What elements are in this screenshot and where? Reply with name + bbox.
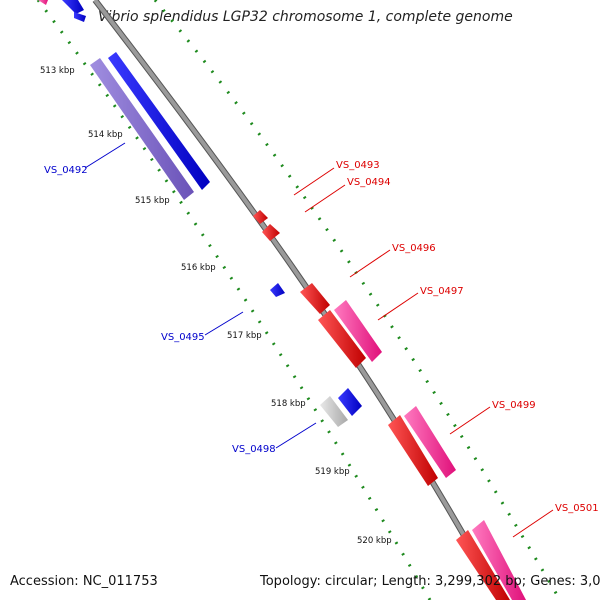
accession-text: Accession: NC_011753 [10,574,158,589]
gene-top-blue-fragment [62,0,86,22]
scale-label-519: 519 kbp [315,467,350,477]
scale-label-513: 513 kbp [40,66,75,76]
gene-top-pink-fragment [38,0,48,5]
gene-label-vs0497: VS_0497 [420,286,464,297]
gene-label-vs0492: VS_0492 [44,165,88,176]
leader-lines [84,142,554,538]
gene-labels-forward: VS_0493 VS_0494 VS_0496 VS_0497 VS_0499 … [336,160,599,514]
gene-vs0492-blue [108,52,210,190]
gene-vs0496 [300,283,330,314]
gene-vs0498-blue [338,388,362,416]
genome-backbone [92,0,503,600]
gene-label-vs0498: VS_0498 [232,444,276,455]
scale-label-517: 517 kbp [227,331,262,341]
genome-summary-text: Topology: circular; Length: 3,299,302 bp… [260,574,600,589]
gene-vs0499-red [388,415,438,486]
scale-label-516: 516 kbp [181,263,216,273]
gene-label-vs0494: VS_0494 [347,177,391,188]
gene-vs0497-pink [334,300,382,362]
gene-vs0498-grey [320,396,348,427]
gene-label-vs0496: VS_0496 [392,243,436,254]
gene-labels-reverse: VS_0492 VS_0495 VS_0498 [44,165,276,455]
gene-label-vs0493: VS_0493 [336,160,380,171]
scale-label-518: 518 kbp [271,399,306,409]
gene-vs0495 [270,283,285,297]
gene-vs0499-pink [404,406,456,478]
gene-vs0497-red [318,310,366,368]
gene-label-vs0495: VS_0495 [161,332,205,343]
gene-vs0493 [253,210,268,224]
gene-label-vs0499: VS_0499 [492,400,536,411]
gene-vs0492-purple [90,58,194,200]
scale-label-520: 520 kbp [357,536,392,546]
tick-track-outer [153,0,562,600]
genome-title: Vibrio splendidus LGP32 chromosome 1, co… [98,9,513,25]
scale-label-515: 515 kbp [135,196,170,206]
gene-vs0501-red [456,530,510,600]
gene-label-vs0501: VS_0501 [555,503,599,514]
gene-vs0501-pink [472,520,526,600]
scale-label-514: 514 kbp [88,130,123,140]
gene-vs0494 [262,224,280,241]
tick-track-inner [36,0,432,600]
scale-labels: 513 kbp 514 kbp 515 kbp 516 kbp 517 kbp … [40,66,392,546]
